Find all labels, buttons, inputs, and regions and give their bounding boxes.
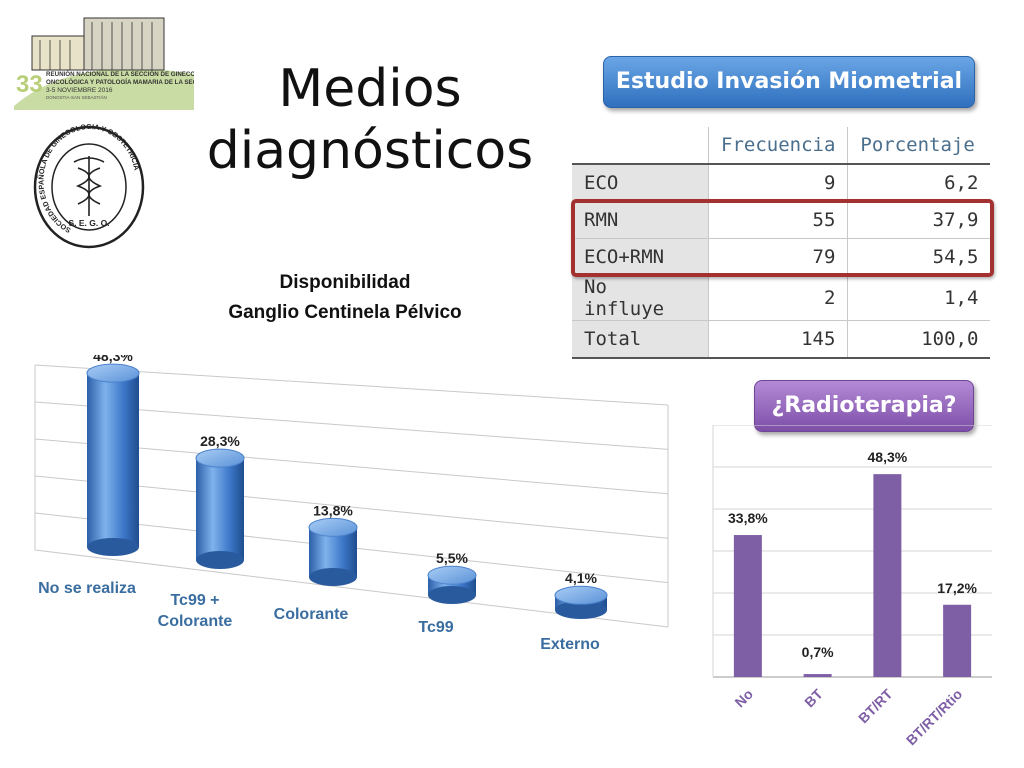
chart-title: Disponibilidad Ganglio Centinela Pélvico — [190, 268, 500, 328]
radioterapia-chart: 33,8% 0,7% 48,3% 17,2% No BT BT/RT BT/RT/Rtio — [712, 425, 992, 748]
table-row: No influye 2 1,4 — [572, 275, 991, 321]
row-label: No influye — [572, 275, 709, 321]
row-frecuencia: 79 — [708, 238, 849, 276]
chart-title-line: Ganglio Centinela Pélvico — [228, 302, 462, 323]
ganglio-chart: 48,3% 28,3% 13,8% 5,5% 4,1% No se realiza Tc9… — [34, 355, 669, 653]
bar-2 — [803, 674, 832, 677]
row-frecuencia: 145 — [708, 320, 849, 359]
data-label: 5,5% — [436, 550, 468, 566]
radioterapia-badge: ¿Radioterapia? — [754, 380, 974, 432]
chart-bars — [86, 363, 608, 619]
row-label: RMN — [572, 201, 709, 239]
category-label: Tc99 — [418, 619, 453, 636]
bar-2 — [195, 448, 245, 569]
invasion-table: Frecuencia Porcentaje ECO 9 6,2 RMN 55 3… — [572, 127, 991, 359]
bar-1 — [733, 535, 762, 677]
table-header-porcentaje: Porcentaje — [847, 127, 991, 165]
bar-1 — [86, 363, 140, 556]
estudio-invasion-badge: Estudio Invasión Miometrial — [603, 56, 975, 108]
gridline — [34, 364, 669, 406]
chart-title-line: Disponibilidad — [279, 272, 411, 293]
bar-5 — [554, 585, 608, 619]
logo-dates: 3-5 NOVIEMBRE 2016 — [46, 87, 113, 94]
logo-city: DONOSTIA-SAN SEBASTIÁN — [46, 94, 107, 100]
gridline — [34, 401, 669, 450]
data-label: 48,3% — [93, 355, 133, 364]
row-frecuencia: 55 — [708, 201, 849, 239]
category-label: Tc99 + Colorante — [158, 592, 233, 630]
row-label: ECO — [572, 164, 709, 202]
bar-3 — [873, 474, 902, 677]
category-label: Colorante — [274, 606, 349, 623]
highlight-box — [571, 199, 994, 277]
chart-categories: No se realiza Tc99 + Colorante Colorante Tc9… — [38, 580, 600, 653]
table-row: ECO 9 6,2 — [572, 164, 991, 202]
sego-seal: SOCIEDAD ESPAÑOLA DE GINECOLOGÍA Y OBSTE… — [33, 124, 145, 249]
data-label: 17,2% — [937, 580, 977, 596]
seal-abbrev: S. E. G. O. — [68, 218, 109, 228]
page-title: Medios diagnósticos — [206, 59, 534, 181]
category-label: No se realiza — [38, 580, 136, 597]
data-label: 4,1% — [565, 570, 597, 586]
building-icon — [31, 17, 165, 71]
row-porcentaje: 54,5 — [847, 238, 991, 276]
data-label: 48,3% — [868, 449, 908, 465]
row-porcentaje: 100,0 — [847, 320, 991, 359]
gridline — [34, 475, 669, 539]
gridline — [34, 438, 669, 495]
category-label: Externo — [540, 636, 600, 653]
table-row: RMN 55 37,9 — [572, 201, 991, 239]
category-label: BT/RT/Rtio — [903, 686, 965, 748]
chart-data-labels: 33,8% 0,7% 48,3% 17,2% — [728, 449, 977, 660]
data-label: 28,3% — [200, 433, 240, 449]
table-row: Total 145 100,0 — [572, 320, 991, 359]
category-label: No — [731, 686, 756, 711]
chart-categories: No BT BT/RT BT/RT/Rtio — [731, 685, 965, 748]
row-porcentaje: 6,2 — [847, 164, 991, 202]
chart-data-labels: 48,3% 28,3% 13,8% 5,5% 4,1% — [93, 355, 597, 586]
conference-logo: 33 REUNIÓN NACIONAL DE LA SECCIÓN DE GIN… — [14, 17, 194, 110]
bar-4 — [943, 604, 972, 677]
row-frecuencia: 9 — [708, 164, 849, 202]
bar-4 — [427, 565, 477, 604]
table-header-frecuencia: Frecuencia — [708, 127, 849, 165]
category-label: BT — [801, 685, 826, 710]
logo-line1: REUNIÓN NACIONAL DE LA SECCIÓN DE GINECO… — [46, 70, 194, 78]
data-label: 33,8% — [728, 510, 768, 526]
row-label: Total — [572, 320, 709, 359]
caduceus-icon — [73, 156, 105, 216]
logo-number: 33 — [16, 71, 43, 98]
table-header-empty — [572, 127, 709, 165]
data-label: 13,8% — [313, 502, 353, 518]
table-header-row: Frecuencia Porcentaje — [572, 127, 991, 165]
bar-3 — [308, 517, 358, 586]
category-label: BT/RT — [855, 685, 896, 726]
row-porcentaje: 37,9 — [847, 201, 991, 239]
table-row: ECO+RMN 79 54,5 — [572, 238, 991, 276]
row-porcentaje: 1,4 — [847, 275, 991, 321]
chart-bars — [733, 474, 972, 677]
row-label: ECO+RMN — [572, 238, 709, 276]
logo-line2: ONCOLÓGICA Y PATOLOGÍA MAMARIA DE LA SEG… — [46, 78, 194, 86]
row-frecuencia: 2 — [708, 275, 849, 321]
data-label: 0,7% — [802, 644, 834, 660]
